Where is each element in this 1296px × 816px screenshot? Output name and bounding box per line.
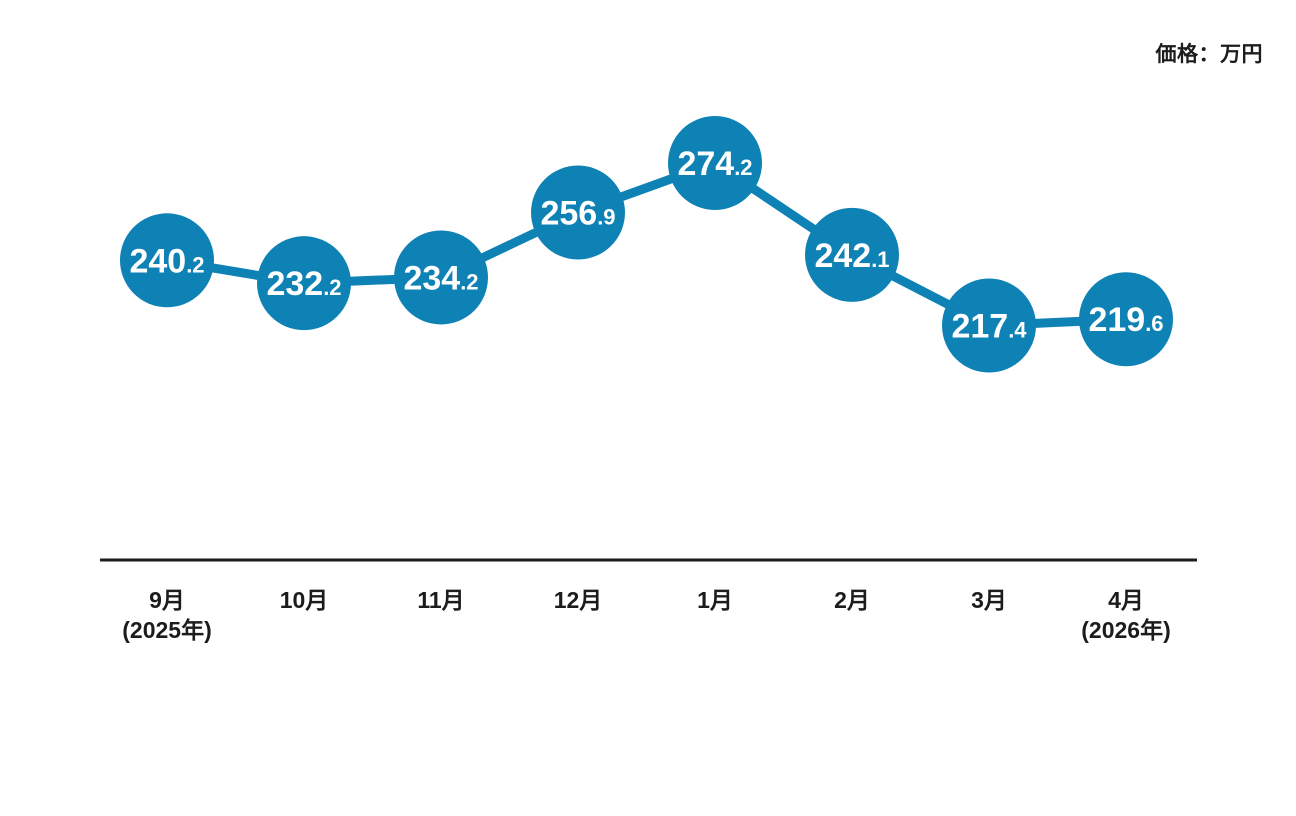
x-tick-label: 1月 <box>697 587 733 613</box>
x-tick-label: 12月 <box>554 587 603 613</box>
data-point-marker <box>257 236 351 331</box>
x-tick-sublabel: (2025年) <box>122 617 211 643</box>
x-tick-label: 9月 <box>149 587 185 613</box>
data-point-value: 256.9 <box>540 195 615 233</box>
data-point-marker <box>1079 272 1173 367</box>
x-tick-label: 10月 <box>280 587 329 613</box>
x-tick-label: 4月 <box>1108 587 1144 613</box>
data-point-value: 219.6 <box>1088 301 1163 339</box>
x-tick-label: 3月 <box>971 587 1007 613</box>
data-point-marker <box>531 165 625 260</box>
x-tick-label: 11月 <box>417 587 464 613</box>
data-point-value: 217.4 <box>951 308 1027 346</box>
data-point-marker <box>805 207 899 302</box>
x-tick-sublabel: (2026年) <box>1081 617 1170 643</box>
data-point-marker <box>668 116 762 211</box>
data-point-value: 240.2 <box>129 242 204 280</box>
data-point-value: 234.2 <box>403 259 478 297</box>
x-tick-label: 2月 <box>834 587 870 613</box>
data-point-value: 242.1 <box>814 237 889 275</box>
data-point-value: 232.2 <box>266 265 341 303</box>
unit-label: 価格：万円 <box>1155 43 1263 66</box>
data-point-marker <box>942 278 1036 373</box>
data-point-marker <box>394 230 488 325</box>
data-point-value: 274.2 <box>677 145 752 183</box>
data-point-marker <box>120 213 214 308</box>
